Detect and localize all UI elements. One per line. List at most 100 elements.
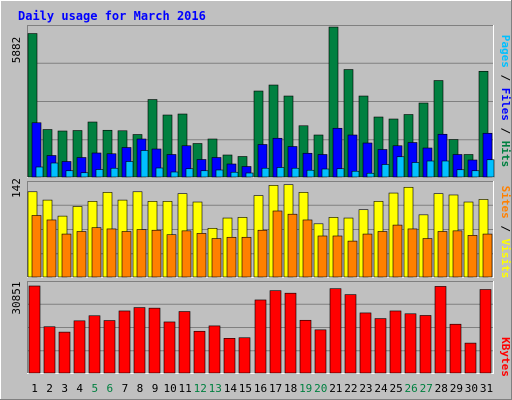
sites-bar-day-10 [166, 234, 177, 278]
kbytes-bar-day-10 [163, 321, 176, 374]
sites-bar-day-17 [272, 210, 283, 278]
day-label-14: 14 [224, 382, 238, 395]
kbytes-bar-day-8 [133, 307, 146, 374]
kbytes-bar-day-30 [464, 342, 477, 374]
kbytes-bar-day-19 [299, 319, 312, 374]
pages-bar-day-13 [215, 169, 224, 178]
chart-title: Daily usage for March 2016 [18, 9, 206, 23]
legend-visits: Visits [499, 239, 512, 279]
kbytes-bar-day-22 [344, 294, 357, 374]
pages-bar-day-4 [80, 172, 89, 178]
sites-bar-day-27 [422, 238, 433, 278]
kbytes-bar-day-24 [374, 318, 387, 374]
pages-bar-day-7 [125, 161, 134, 178]
day-label-21: 21 [329, 382, 342, 395]
day-label-9: 9 [152, 382, 159, 395]
day-label-18: 18 [284, 382, 297, 395]
day-label-30: 30 [465, 382, 478, 395]
sites-bar-day-21 [332, 235, 343, 278]
pages-bar-day-16 [261, 167, 270, 178]
day-label-24: 24 [374, 382, 388, 395]
x-axis-day-labels: 1 2 3 4 5 6 7 8 9 10 11 12 13 14 15 16 17 18 19 20 21 22 23 24 2… [31, 382, 493, 395]
day-label-20: 20 [314, 382, 327, 395]
visits-ymax-label: 142 [10, 178, 23, 198]
sites-bar-day-7 [121, 231, 132, 278]
sites-bar-day-29 [452, 230, 463, 278]
sites-bar-day-6 [106, 228, 117, 278]
pages-bar-day-28 [441, 160, 450, 178]
sites-bar-day-8 [136, 229, 147, 278]
pages-bar-day-14 [230, 171, 239, 178]
svg-text:Sites / Visits: Sites / Visits [499, 186, 512, 279]
legend-kbytes: KBytes [499, 337, 512, 377]
day-label-7: 7 [122, 382, 129, 395]
legend-sites: Sites [499, 186, 512, 219]
visits-legend: Sites / Visits [499, 186, 512, 279]
files-bar-day-22 [347, 134, 358, 178]
day-label-3: 3 [61, 382, 68, 395]
sites-bar-day-9 [151, 229, 162, 278]
sites-bar-day-16 [257, 229, 268, 278]
sites-bar-day-30 [467, 235, 478, 278]
svg-text:Pages / Files / Hits: Pages / Files / Hits [499, 35, 512, 168]
sites-bar-day-3 [61, 233, 72, 278]
day-label-1: 1 [31, 382, 38, 395]
kbytes-bar-day-1 [28, 285, 41, 374]
pages-bar-day-21 [336, 168, 345, 178]
day-label-12: 12 [194, 382, 207, 395]
day-label-10: 10 [163, 382, 176, 395]
sites-bar-day-24 [377, 231, 388, 278]
kbytes-bar-day-27 [419, 315, 432, 374]
pages-bar-day-19 [306, 169, 315, 178]
sites-bar-day-26 [407, 228, 418, 278]
sites-bar-day-28 [437, 231, 448, 278]
day-label-28: 28 [435, 382, 448, 395]
pages-bar-day-22 [351, 170, 360, 178]
day-label-15: 15 [239, 382, 252, 395]
sites-bar-day-4 [76, 231, 87, 278]
pages-bar-day-25 [396, 156, 405, 178]
sites-bar-day-31 [482, 233, 493, 278]
day-label-29: 29 [450, 382, 463, 395]
kbytes-bar-day-15 [238, 337, 251, 374]
sites-bar-day-13 [211, 238, 222, 278]
visits-sites-panel [27, 181, 494, 278]
day-label-6: 6 [107, 382, 114, 395]
kbytes-bar-day-6 [103, 320, 116, 374]
pages-bar-day-20 [321, 168, 330, 178]
day-label-23: 23 [359, 382, 372, 395]
kbytes-legend: KBytes [499, 337, 512, 377]
pages-bar-day-1 [35, 166, 44, 178]
kbytes-bar-day-3 [58, 331, 71, 374]
day-label-13: 13 [209, 382, 222, 395]
sites-bar-day-1 [31, 215, 42, 278]
day-label-17: 17 [269, 382, 282, 395]
sites-bar-day-19 [302, 219, 313, 278]
kbytes-bar-day-2 [43, 326, 56, 374]
pages-bar-day-10 [170, 171, 179, 178]
pages-bar-day-18 [291, 167, 300, 178]
kbytes-bar-day-7 [118, 310, 131, 374]
legend-pages: Pages [499, 35, 512, 68]
pages-bar-day-30 [471, 170, 480, 178]
pages-bar-day-24 [381, 164, 390, 178]
kbytes-panel [27, 281, 494, 374]
sites-bar-day-15 [241, 236, 252, 278]
kbytes-bar-day-16 [254, 299, 267, 374]
pages-bar-day-11 [185, 168, 194, 178]
kbytes-bar-day-20 [314, 329, 327, 374]
day-label-8: 8 [137, 382, 144, 395]
day-label-27: 27 [420, 382, 433, 395]
day-label-5: 5 [91, 382, 98, 395]
kbytes-bar-day-29 [449, 323, 462, 374]
hits-files-pages-panel [27, 25, 495, 178]
kbytes-bar-day-12 [193, 330, 206, 374]
day-label-2: 2 [46, 382, 53, 395]
sites-bar-day-14 [226, 236, 237, 278]
kbytes-bar-day-21 [329, 288, 342, 374]
kbytes-bar-day-14 [223, 338, 236, 374]
sites-bar-day-11 [181, 230, 192, 278]
files-bar-day-23 [362, 142, 373, 178]
pages-bar-day-9 [155, 167, 164, 178]
